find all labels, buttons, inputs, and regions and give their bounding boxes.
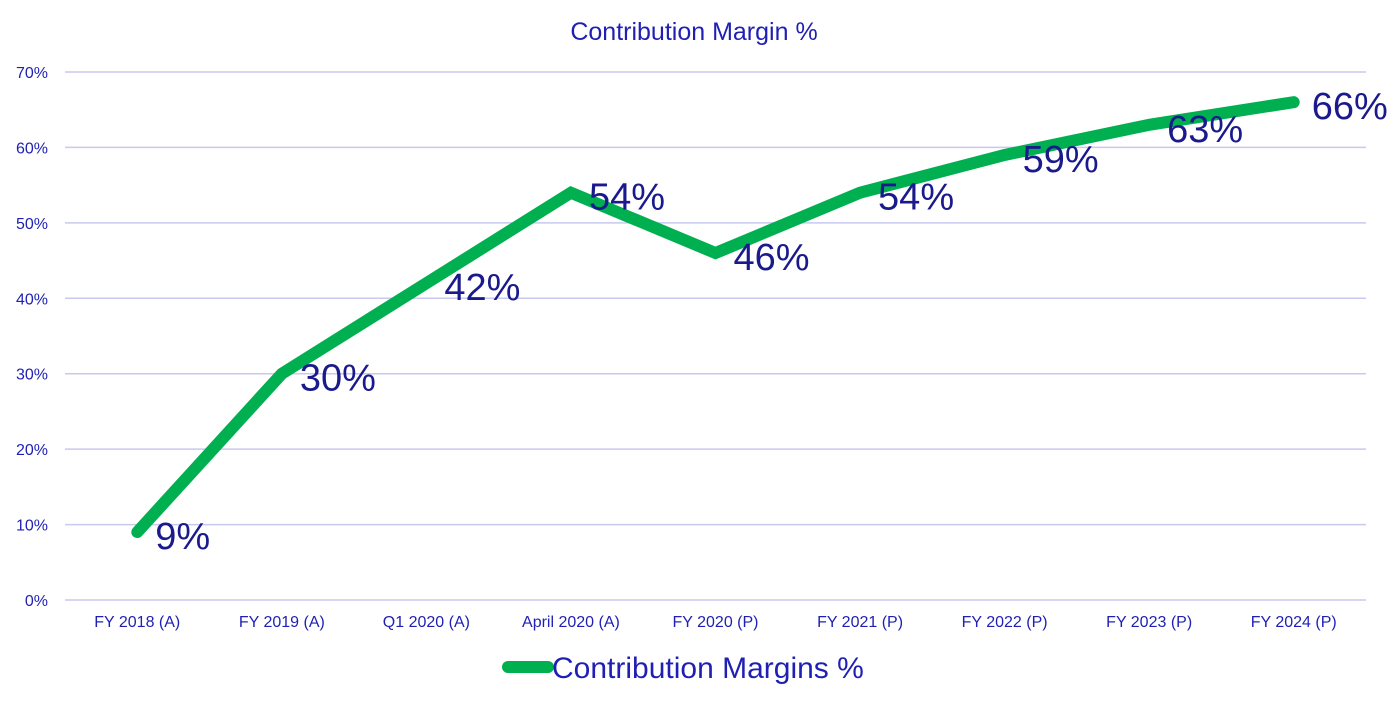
- data-label: 54%: [589, 177, 665, 219]
- data-label: 46%: [734, 237, 810, 279]
- y-tick-label: 10%: [16, 518, 48, 535]
- y-tick-label: 20%: [16, 442, 48, 459]
- x-tick-label: FY 2020 (P): [673, 614, 759, 631]
- chart-title: Contribution Margin %: [570, 18, 817, 46]
- gridlines: [65, 71, 1366, 601]
- data-label: 30%: [300, 358, 376, 400]
- data-label: 42%: [444, 267, 520, 309]
- y-axis-tick-labels: 0% 10% 20% 30% 40% 50% 60% 70%: [16, 65, 48, 610]
- y-tick-label: 60%: [16, 140, 48, 157]
- data-label: 63%: [1167, 109, 1243, 151]
- series-line-layer: [131, 96, 1300, 539]
- y-tick-label: 50%: [16, 216, 48, 233]
- y-tick-label: 40%: [16, 291, 48, 308]
- data-label: 59%: [1023, 139, 1099, 181]
- y-tick-label: 30%: [16, 367, 48, 384]
- x-tick-label: April 2020 (A): [522, 614, 620, 631]
- x-tick-label: FY 2023 (P): [1106, 614, 1192, 631]
- data-label: 66%: [1312, 86, 1388, 128]
- x-tick-label: Q1 2020 (A): [383, 614, 470, 631]
- y-tick-label: 0%: [25, 593, 48, 610]
- x-tick-label: FY 2019 (A): [239, 614, 325, 631]
- x-axis-tick-labels: FY 2018 (A) FY 2019 (A) Q1 2020 (A) April 2…: [94, 614, 1336, 631]
- data-labels: 9% 30% 42% 54% 46% 54% 59% 63% 66%: [155, 86, 1388, 558]
- data-label: 9%: [155, 516, 210, 558]
- legend-label: Contribution Margins %: [552, 652, 864, 685]
- legend: Contribution Margins %: [502, 652, 864, 685]
- y-tick-label: 70%: [16, 65, 48, 82]
- data-label: 54%: [878, 177, 954, 219]
- x-tick-label: FY 2022 (P): [962, 614, 1048, 631]
- series-line: [131, 96, 1300, 539]
- x-tick-label: FY 2018 (A): [94, 614, 180, 631]
- x-tick-label: FY 2021 (P): [817, 614, 903, 631]
- x-tick-label: FY 2024 (P): [1251, 614, 1337, 631]
